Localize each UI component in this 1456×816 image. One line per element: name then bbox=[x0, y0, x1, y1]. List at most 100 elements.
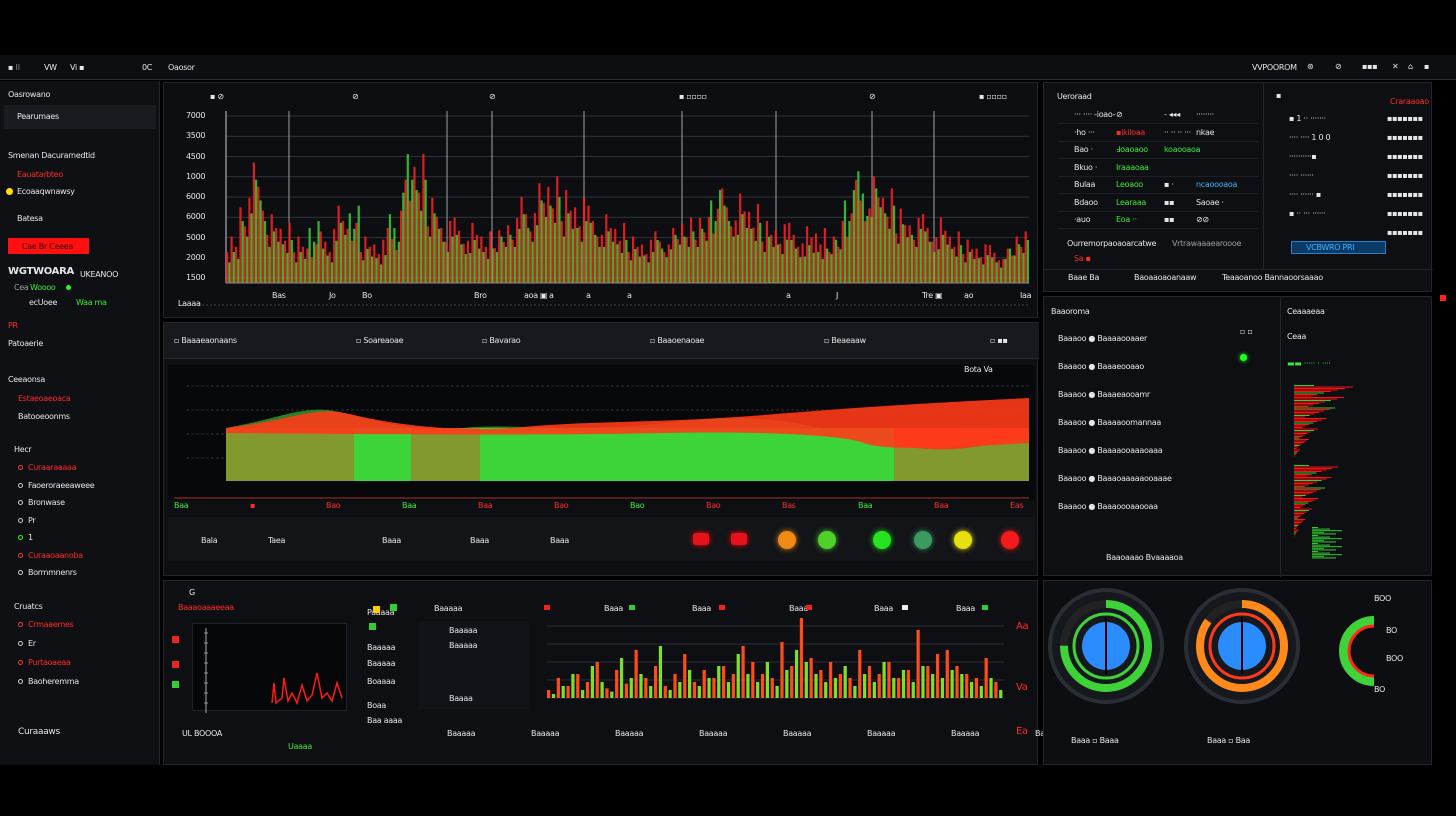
sidebar-item[interactable]: Patoaerie bbox=[8, 339, 43, 348]
bar bbox=[315, 244, 318, 283]
sidebar-item[interactable]: Bronwase bbox=[28, 498, 65, 507]
mini-bar bbox=[1294, 504, 1306, 505]
nav-item[interactable]: VVPOOROM bbox=[1252, 63, 1297, 72]
mini-bar bbox=[1294, 407, 1336, 409]
chart-header-item[interactable]: ▪ ▫▫▫▫ bbox=[679, 92, 707, 101]
bar bbox=[397, 241, 400, 283]
tab-2[interactable]: ▫ Bavarao bbox=[482, 336, 521, 345]
user-icon[interactable]: ▪ bbox=[1424, 62, 1430, 71]
sidebar-item[interactable]: Pr bbox=[28, 515, 36, 525]
record-button[interactable] bbox=[731, 533, 747, 545]
bar bbox=[422, 154, 425, 283]
bar bbox=[763, 252, 766, 283]
sidebar-item[interactable]: Baoheremma bbox=[28, 677, 79, 686]
tab-5[interactable]: ▫ ▪▪ bbox=[990, 336, 1008, 345]
stop-button[interactable] bbox=[693, 533, 709, 545]
list-item[interactable]: Baaaoo ● Baaaoaaaaaooaaae bbox=[1058, 474, 1172, 483]
nav-item[interactable]: 0C bbox=[142, 63, 153, 72]
status-light-icon[interactable] bbox=[818, 531, 836, 549]
control-label[interactable]: Baaa bbox=[470, 536, 489, 545]
sidebar-item[interactable]: Batesa bbox=[17, 214, 43, 223]
bar bbox=[582, 197, 586, 283]
chart-header-item[interactable]: ⊘ bbox=[352, 92, 359, 101]
bar bbox=[828, 252, 831, 283]
bar bbox=[321, 248, 325, 283]
sidebar-item[interactable]: Batooeoonms bbox=[18, 412, 70, 421]
chart-header-item[interactable]: ▪ ▫▫▫▫ bbox=[979, 92, 1007, 101]
sidebar-footer[interactable]: Curaaaws bbox=[18, 727, 60, 737]
list-item[interactable]: Baaaoo ● Baaaaooaaer bbox=[1058, 334, 1147, 343]
bar bbox=[658, 241, 661, 283]
mini-bar bbox=[1294, 388, 1346, 389]
chart-header-item[interactable]: ▪ ⊘ bbox=[210, 92, 224, 101]
bar bbox=[542, 203, 545, 283]
tab-1[interactable]: ▫ Soareaoae bbox=[356, 336, 404, 345]
bullet-icon bbox=[18, 660, 23, 665]
sidebar-item[interactable]: Curaaoaanoba bbox=[28, 550, 83, 560]
status-light-icon[interactable] bbox=[873, 531, 891, 549]
sidebar-item[interactable]: Curaaraaaaa bbox=[28, 463, 77, 472]
home-icon[interactable]: ⌂ bbox=[1408, 62, 1413, 71]
menu-icon[interactable]: ▪ ⁝⁝ bbox=[8, 63, 20, 72]
primary-button[interactable]: VCBWRO PRI bbox=[1291, 241, 1386, 254]
mini-bar bbox=[1312, 527, 1318, 528]
settings-icon[interactable]: ⊘ bbox=[1335, 62, 1342, 71]
grid-icon[interactable]: ▪▪▪ bbox=[1362, 62, 1378, 71]
control-label[interactable]: Bala bbox=[201, 536, 218, 545]
bar bbox=[809, 658, 813, 698]
bar bbox=[904, 225, 907, 283]
sidebar-item[interactable]: Crmaaemes bbox=[28, 620, 74, 629]
sidebar-item[interactable]: Purtaoaeaa bbox=[28, 658, 71, 667]
tab-0[interactable]: ▫ Baaaeaonaans bbox=[174, 336, 237, 345]
list-item[interactable]: Boaa bbox=[367, 701, 386, 710]
tab-4[interactable]: ▫ Beaeaaw bbox=[824, 336, 866, 345]
control-label[interactable]: Taea bbox=[268, 536, 286, 545]
chart-header-item[interactable]: ⊘ bbox=[869, 92, 876, 101]
sidebar-item[interactable]: 1 bbox=[28, 533, 33, 542]
status-item[interactable]: Ecoaaqwnawsy bbox=[17, 187, 75, 196]
control-label[interactable]: Baaa bbox=[550, 536, 569, 545]
nav-item[interactable]: Oaosor bbox=[168, 63, 195, 72]
globe-icon[interactable]: ⊛ bbox=[1307, 62, 1314, 71]
bar bbox=[631, 236, 635, 283]
status-light-icon[interactable] bbox=[778, 531, 796, 549]
nav-item[interactable]: VW bbox=[44, 63, 57, 72]
row-divider bbox=[1058, 140, 1258, 142]
sidebar-item[interactable]: Estaeoaeoaca bbox=[18, 394, 71, 403]
sidebar-item[interactable]: Faoeroraeeaweee bbox=[28, 480, 95, 490]
text: Ceaa bbox=[1287, 332, 1307, 341]
list-item[interactable]: Baaaoo ● Baaaeooaao bbox=[1058, 362, 1144, 371]
chart-header-item[interactable]: ⊘ bbox=[489, 92, 496, 101]
list-item[interactable]: Baaaaa bbox=[367, 643, 396, 652]
nav-item[interactable]: Vi ▪ bbox=[70, 63, 85, 72]
list-item[interactable]: Boaaaa bbox=[367, 677, 396, 686]
bar bbox=[882, 662, 886, 698]
x-tick-label: Bao bbox=[706, 501, 721, 510]
status-light-icon[interactable] bbox=[1001, 531, 1019, 549]
list-item[interactable]: Baaaoo ● Baaaaoomannaa bbox=[1058, 418, 1161, 427]
list-item[interactable]: Paaaaa bbox=[367, 608, 395, 617]
tab-3[interactable]: ▫ Baaoenaoae bbox=[650, 336, 705, 345]
control-label[interactable]: Baaa bbox=[382, 536, 401, 545]
sidebar-item[interactable]: Bormmnenrs bbox=[28, 568, 77, 577]
list-item[interactable]: Baa aaaa bbox=[367, 716, 403, 725]
bar bbox=[979, 686, 983, 698]
bar bbox=[707, 216, 711, 283]
close-icon[interactable]: ✕ bbox=[1392, 62, 1399, 71]
text: Craraaoao bbox=[1390, 97, 1429, 106]
big-sub: UKEANOO bbox=[80, 270, 119, 279]
status-light-icon[interactable] bbox=[954, 531, 972, 549]
list-item[interactable]: Baaaoo ● Baaaeaooamr bbox=[1058, 390, 1150, 399]
status-light-icon[interactable] bbox=[914, 531, 932, 549]
bar bbox=[988, 245, 992, 283]
list-item[interactable]: Baaaoo ● Baaaaooaaaoaaa bbox=[1058, 446, 1163, 455]
mini-bar bbox=[1294, 508, 1312, 510]
sidebar-item-selected[interactable]: Pearumaes bbox=[4, 105, 156, 129]
mini-bar bbox=[1294, 436, 1302, 437]
sidebar-item[interactable]: Er bbox=[28, 639, 36, 648]
gauge-arc bbox=[1060, 600, 1152, 692]
bar bbox=[435, 216, 438, 283]
red-action-button[interactable]: Cae Br Ceeea bbox=[8, 238, 89, 254]
list-item[interactable]: Baaaaa bbox=[367, 659, 396, 668]
list-item[interactable]: Baaaoo ● Baaaoooaaooaa bbox=[1058, 502, 1158, 511]
